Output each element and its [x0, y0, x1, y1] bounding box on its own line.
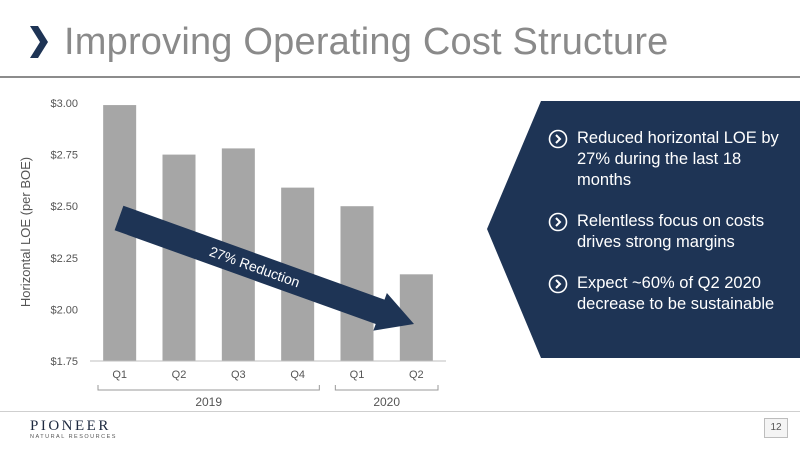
bullet-item: Relentless focus on costs drives strong … — [548, 211, 788, 253]
loe-bar-chart: Horizontal LOE (per BOE) $3.00 $2.75 $2.50 $… — [18, 98, 446, 409]
y-tick-label: $2.75 — [50, 150, 78, 162]
chevron-circle-icon — [548, 129, 568, 149]
company-logo: PIONEER NATURAL RESOURCES — [30, 418, 117, 440]
y-tick-label: $3.00 — [50, 98, 78, 110]
chevron-circle-icon — [548, 212, 568, 232]
bullet-item: Expect ~60% of Q2 2020 decrease to be su… — [548, 273, 788, 315]
bullet-text: Reduced horizontal LOE by 27% during the… — [577, 129, 779, 189]
chevron-circle-icon — [548, 274, 568, 294]
y-tick-label: $2.00 — [50, 304, 78, 316]
bullet-text: Expect ~60% of Q2 2020 decrease to be su… — [577, 274, 775, 313]
slide-header: Improving Operating Cost Structure — [28, 14, 669, 70]
chevron-right-icon — [30, 26, 48, 58]
group-bracket — [97, 385, 320, 391]
logo-subtitle: NATURAL RESOURCES — [30, 434, 117, 440]
title-divider — [0, 76, 800, 78]
y-tick-label: $1.75 — [50, 356, 78, 368]
x-tick-label: Q4 — [290, 369, 305, 381]
arrow-shape — [114, 205, 414, 331]
group-label: 2019 — [195, 395, 222, 409]
bullet-list: Reduced horizontal LOE by 27% during the… — [548, 128, 788, 315]
x-tick-label: Q3 — [231, 369, 246, 381]
footer-divider — [0, 411, 800, 412]
x-tick-label: Q2 — [172, 369, 187, 381]
y-tick-label: $2.50 — [50, 201, 78, 213]
page-title: Improving Operating Cost Structure — [64, 20, 669, 63]
reduction-arrow: 27% Reduction — [114, 205, 414, 331]
x-tick-label: Q2 — [409, 369, 424, 381]
y-axis-label: Horizontal LOE (per BOE) — [18, 157, 33, 307]
bar — [162, 154, 196, 361]
y-tick-label: $2.25 — [50, 253, 78, 265]
x-tick-label: Q1 — [112, 369, 127, 381]
x-tick-label: Q1 — [350, 369, 365, 381]
group-bracket — [334, 385, 439, 391]
bar — [340, 206, 374, 361]
page-number: 12 — [764, 418, 788, 438]
bullet-text: Relentless focus on costs drives strong … — [577, 212, 765, 251]
bullet-item: Reduced horizontal LOE by 27% during the… — [548, 128, 788, 191]
group-label: 2020 — [373, 395, 400, 409]
logo-name: PIONEER — [30, 418, 111, 434]
